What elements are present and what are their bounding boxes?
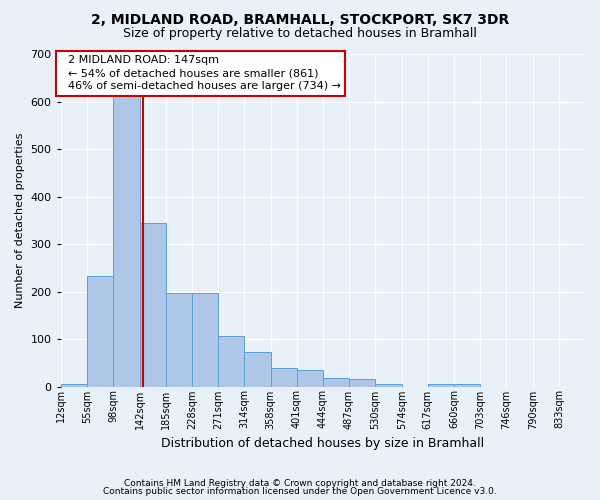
- Text: Contains public sector information licensed under the Open Government Licence v3: Contains public sector information licen…: [103, 487, 497, 496]
- Bar: [87, 276, 113, 386]
- Bar: [113, 88, 140, 387]
- Text: 2 MIDLAND ROAD: 147sqm
  ← 54% of detached houses are smaller (861)
  46% of sem: 2 MIDLAND ROAD: 147sqm ← 54% of detached…: [61, 55, 341, 92]
- Bar: [349, 380, 375, 386]
- Bar: [61, 384, 87, 386]
- Bar: [166, 293, 192, 386]
- Bar: [271, 368, 297, 386]
- Text: Contains HM Land Registry data © Crown copyright and database right 2024.: Contains HM Land Registry data © Crown c…: [124, 478, 476, 488]
- Bar: [140, 222, 166, 386]
- Bar: [454, 384, 480, 386]
- Bar: [244, 352, 271, 386]
- Text: Size of property relative to detached houses in Bramhall: Size of property relative to detached ho…: [123, 28, 477, 40]
- X-axis label: Distribution of detached houses by size in Bramhall: Distribution of detached houses by size …: [161, 437, 484, 450]
- Bar: [428, 384, 454, 386]
- Bar: [297, 370, 323, 386]
- Bar: [218, 336, 244, 386]
- Text: 2, MIDLAND ROAD, BRAMHALL, STOCKPORT, SK7 3DR: 2, MIDLAND ROAD, BRAMHALL, STOCKPORT, SK…: [91, 12, 509, 26]
- Bar: [323, 378, 349, 386]
- Bar: [192, 293, 218, 386]
- Y-axis label: Number of detached properties: Number of detached properties: [15, 132, 25, 308]
- Bar: [375, 384, 402, 386]
